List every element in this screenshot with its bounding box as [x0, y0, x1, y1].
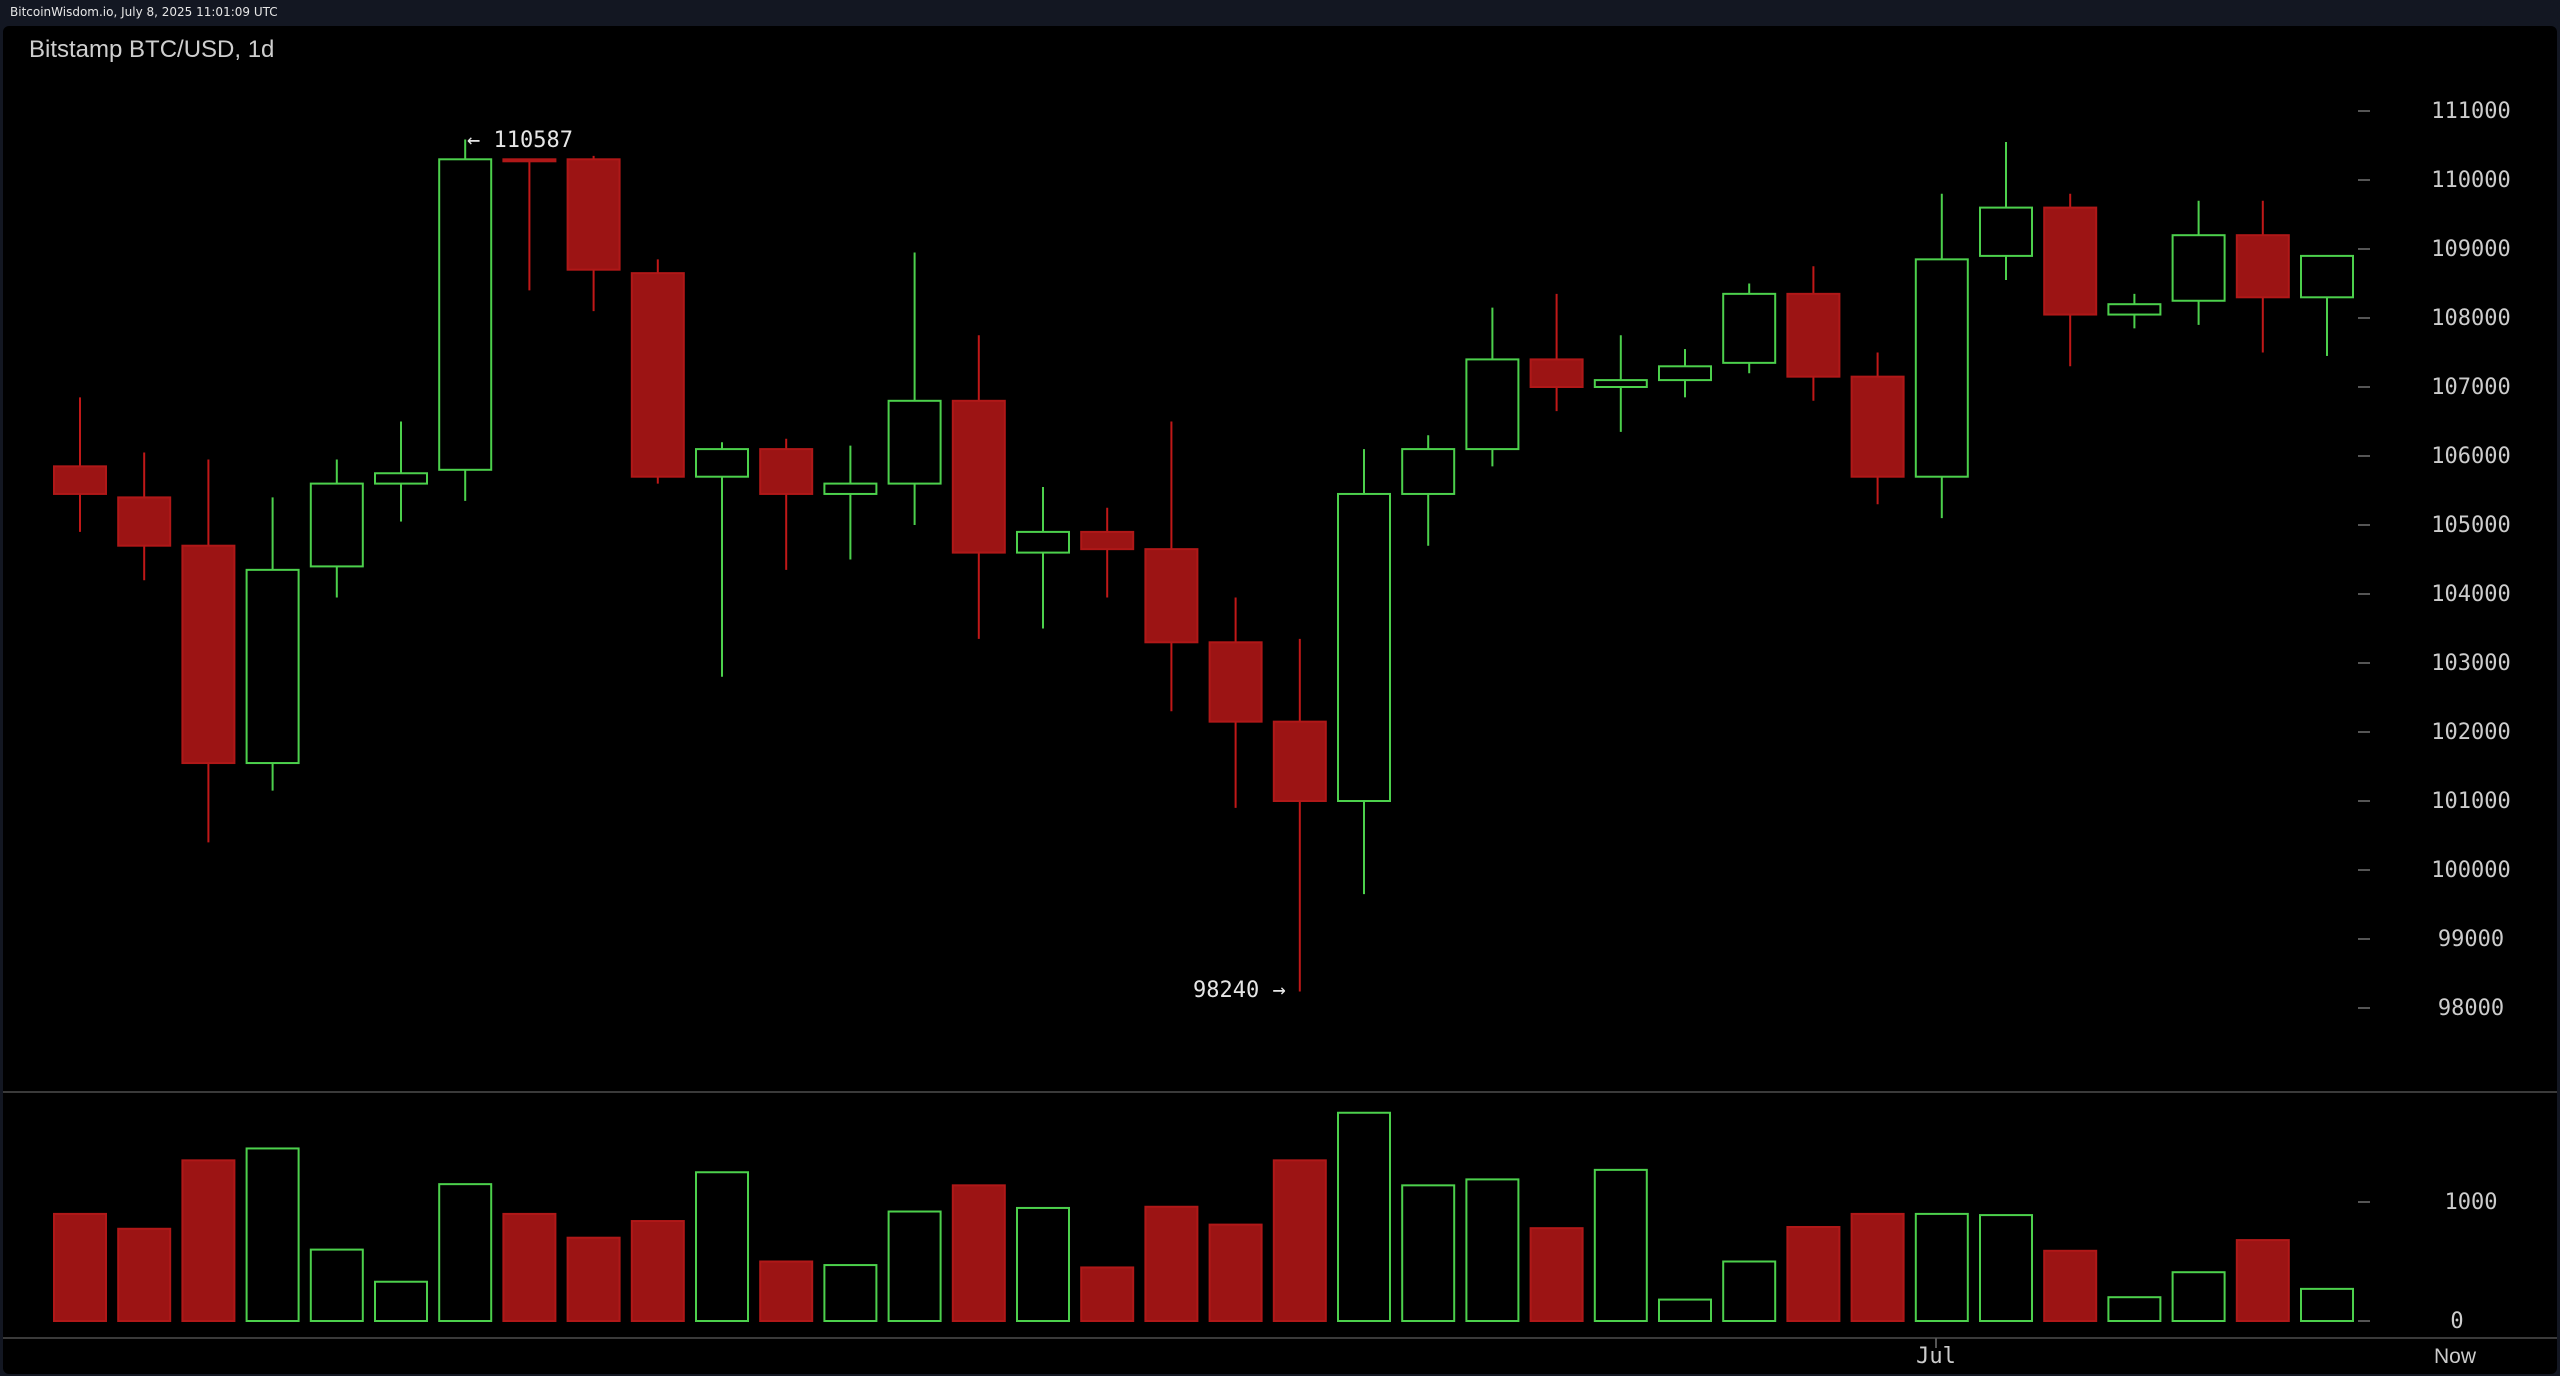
volume-bar-down	[759, 1260, 814, 1322]
price-tick-label: 103000	[2431, 651, 2510, 676]
candle-body-up	[309, 482, 364, 568]
candle-body-up	[1658, 365, 1712, 382]
price-tick-label: 102000	[2431, 720, 2510, 745]
candle-body-down	[1850, 375, 1905, 478]
candle-body-up	[438, 158, 493, 471]
candle-body-up	[887, 399, 942, 485]
candle-body-up	[374, 472, 428, 485]
header-text: BitcoinWisdom.io, July 8, 2025 11:01:09 …	[10, 5, 278, 19]
candle-body-up	[823, 482, 878, 495]
volume-bar-down	[53, 1212, 107, 1323]
candle-body-up	[1914, 258, 1969, 478]
price-tick-label: 99000	[2438, 927, 2504, 952]
low-annotation: 98240 →	[1193, 978, 1286, 1003]
price-tick-label: 106000	[2431, 444, 2510, 469]
candle-body-up	[695, 448, 749, 478]
price-tick-label: 107000	[2431, 375, 2510, 400]
candle-body-down	[502, 158, 557, 163]
volume-bar-down	[2043, 1249, 2098, 1323]
candle-body-down	[2235, 234, 2290, 299]
candle-body-down	[759, 448, 814, 495]
candle-body-down	[181, 544, 236, 765]
candle-body-up	[1016, 530, 1070, 554]
volume-bar-up	[1593, 1168, 1648, 1322]
candle-body-up	[1593, 379, 1648, 389]
volume-bar-down	[2235, 1239, 2290, 1322]
volume-bar-up	[1016, 1206, 1070, 1322]
volume-bar-down	[1786, 1225, 1841, 1322]
volume-bar-up	[1465, 1178, 1520, 1323]
volume-bar-down	[1850, 1212, 1905, 1323]
price-tick-label: 101000	[2431, 789, 2510, 814]
candle-body-down	[1529, 358, 1584, 388]
volume-bar-down	[1144, 1205, 1199, 1323]
chart-panel: Bitstamp BTC/USD, 1d 98000 99000 100000 101…	[3, 26, 2557, 1374]
volume-tick-label: 0	[2450, 1309, 2463, 1334]
price-tick-label: 104000	[2431, 582, 2510, 607]
candle-body-down	[1080, 530, 1135, 551]
volume-bar-up	[1401, 1184, 1456, 1322]
volume-bar-down	[630, 1220, 685, 1323]
candle-body-down	[2043, 206, 2098, 316]
volume-bar-up	[1722, 1260, 1777, 1322]
volume-bar-up	[2107, 1296, 2162, 1322]
volume-bar-up	[438, 1183, 493, 1323]
candle-body-up	[2107, 303, 2162, 316]
candle-body-down	[951, 399, 1006, 554]
candle-body-up	[245, 568, 300, 765]
price-tick-label: 110000	[2431, 168, 2510, 193]
price-tick-label: 109000	[2431, 237, 2510, 262]
volume-tick-label: 1000	[2445, 1190, 2498, 1215]
volume-bar-down	[181, 1159, 236, 1322]
candle-body-up	[1979, 206, 2033, 257]
high-annotation: ← 110587	[467, 128, 573, 153]
candle-body-down	[117, 496, 172, 547]
candle-body-down	[630, 272, 685, 478]
x-tick-label-jul: Jul	[1916, 1344, 1956, 1369]
chart-title: Bitstamp BTC/USD, 1d	[29, 36, 275, 63]
volume-bar-down	[566, 1236, 621, 1322]
volume-bar-down	[117, 1227, 172, 1323]
volume-bar-up	[823, 1264, 878, 1322]
volume-bar-down	[951, 1184, 1006, 1322]
volume-bar-up	[1914, 1212, 1969, 1323]
volume-bar-up	[1979, 1214, 2033, 1322]
volume-bar-down	[502, 1212, 557, 1323]
chart-svg: 98000 99000 100000 101000 102000 103000 104000…	[3, 99, 2557, 1369]
volume-bar-up	[1658, 1298, 1712, 1322]
volume-bar-up	[2171, 1271, 2226, 1322]
candle-body-down	[1208, 641, 1263, 723]
price-tick-label: 100000	[2431, 858, 2510, 883]
price-tick-label: 98000	[2438, 996, 2504, 1021]
volume-bar-up	[2300, 1287, 2354, 1322]
volume-bar-up	[695, 1171, 749, 1322]
volume-bar-up	[1337, 1111, 1391, 1322]
price-tick-label: 111000	[2431, 99, 2510, 124]
candle-body-up	[1722, 292, 1777, 364]
candle-body-up	[1337, 492, 1391, 802]
candle-body-down	[566, 158, 621, 271]
volume-bar-up	[374, 1280, 428, 1322]
candle-body-up	[2300, 254, 2354, 299]
volume-bar-down	[1208, 1223, 1263, 1322]
candle-body-up	[1401, 448, 1456, 495]
candle-body-down	[53, 465, 107, 495]
volume-bar-down	[1272, 1159, 1327, 1322]
volume-bar-up	[245, 1147, 300, 1322]
candle-body-down	[1144, 548, 1199, 644]
candle-body-down	[1786, 292, 1841, 378]
candle-body-down	[1272, 720, 1327, 803]
price-tick-label: 105000	[2431, 513, 2510, 538]
volume-bar-up	[887, 1210, 942, 1323]
top-bar: BitcoinWisdom.io, July 8, 2025 11:01:09 …	[0, 0, 2560, 26]
volume-bar-down	[1529, 1227, 1584, 1323]
price-tick-label: 108000	[2431, 306, 2510, 331]
x-tick-label-now: Now	[2434, 1345, 2477, 1368]
volume-bar-down	[1080, 1266, 1135, 1322]
volume-bar-up	[309, 1248, 364, 1322]
candle-body-up	[1465, 358, 1520, 451]
candle-body-up	[2171, 234, 2226, 302]
